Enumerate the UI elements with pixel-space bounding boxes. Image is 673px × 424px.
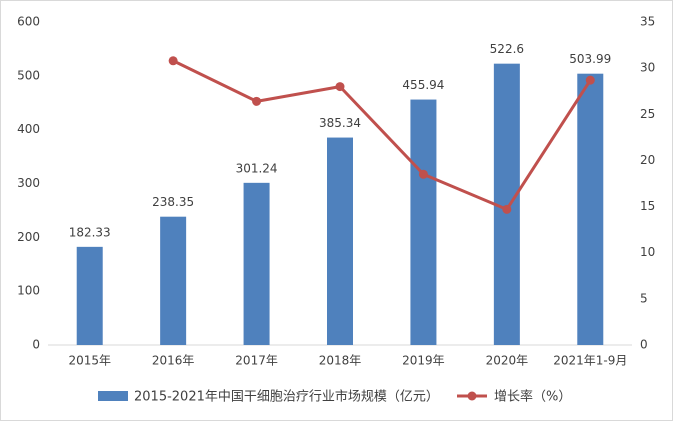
right-axis-tick-label: 5 xyxy=(640,291,648,305)
x-axis-tick-label: 2019年 xyxy=(402,354,445,368)
left-axis-tick-label: 0 xyxy=(32,338,40,352)
x-axis-tick-label: 2021年1-9月 xyxy=(553,354,627,368)
growth-point-3 xyxy=(335,82,345,92)
left-axis-tick-label: 400 xyxy=(17,122,40,136)
growth-point-6 xyxy=(585,75,595,85)
bar-1 xyxy=(160,216,187,345)
right-axis-tick-label: 15 xyxy=(640,199,655,213)
bar-data-label: 455.94 xyxy=(402,78,444,92)
right-axis-tick-label: 10 xyxy=(640,245,655,259)
right-axis-tick-label: 25 xyxy=(640,107,655,121)
bar-4 xyxy=(410,99,437,345)
growth-point-1 xyxy=(168,56,178,66)
legend-line-marker xyxy=(467,391,477,401)
right-axis-tick-label: 0 xyxy=(640,338,648,352)
right-axis-tick-label: 35 xyxy=(640,15,655,29)
left-axis-tick-label: 500 xyxy=(17,68,40,82)
x-axis-tick-label: 2020年 xyxy=(486,354,529,368)
bar-data-label: 238.35 xyxy=(152,195,194,209)
legend-bar-swatch xyxy=(98,391,128,401)
x-axis-tick-label: 2018年 xyxy=(319,354,362,368)
legend-bar-label: 2015-2021年中国干细胞治疗行业市场规模（亿元） xyxy=(134,389,439,405)
left-axis-tick-label: 200 xyxy=(17,230,40,244)
bar-data-label: 301.24 xyxy=(236,161,278,175)
bar-2 xyxy=(243,182,270,345)
x-axis-tick-label: 2017年 xyxy=(235,354,278,368)
growth-rate-line xyxy=(172,59,592,211)
bar-data-label: 182.33 xyxy=(69,225,111,239)
bar-0 xyxy=(76,246,103,345)
x-axis-tick-label: 2016年 xyxy=(152,354,195,368)
bar-data-label: 522.6 xyxy=(490,42,524,56)
bar-data-label: 385.34 xyxy=(319,116,361,130)
left-axis-tick-label: 300 xyxy=(17,176,40,190)
bar-3 xyxy=(327,137,353,345)
x-axis-tick-label: 2015年 xyxy=(68,354,111,368)
right-axis-tick-label: 20 xyxy=(640,153,655,167)
legend-line-label: 增长率（%） xyxy=(494,389,571,405)
left-axis-tick-label: 100 xyxy=(17,284,40,298)
left-axis-tick-label: 600 xyxy=(17,15,40,29)
growth-point-4 xyxy=(418,169,428,179)
growth-point-2 xyxy=(252,96,262,106)
bar-6 xyxy=(577,73,604,345)
growth-point-5 xyxy=(502,204,512,214)
bar-data-label: 503.99 xyxy=(569,52,611,66)
right-axis-tick-label: 30 xyxy=(640,61,655,75)
